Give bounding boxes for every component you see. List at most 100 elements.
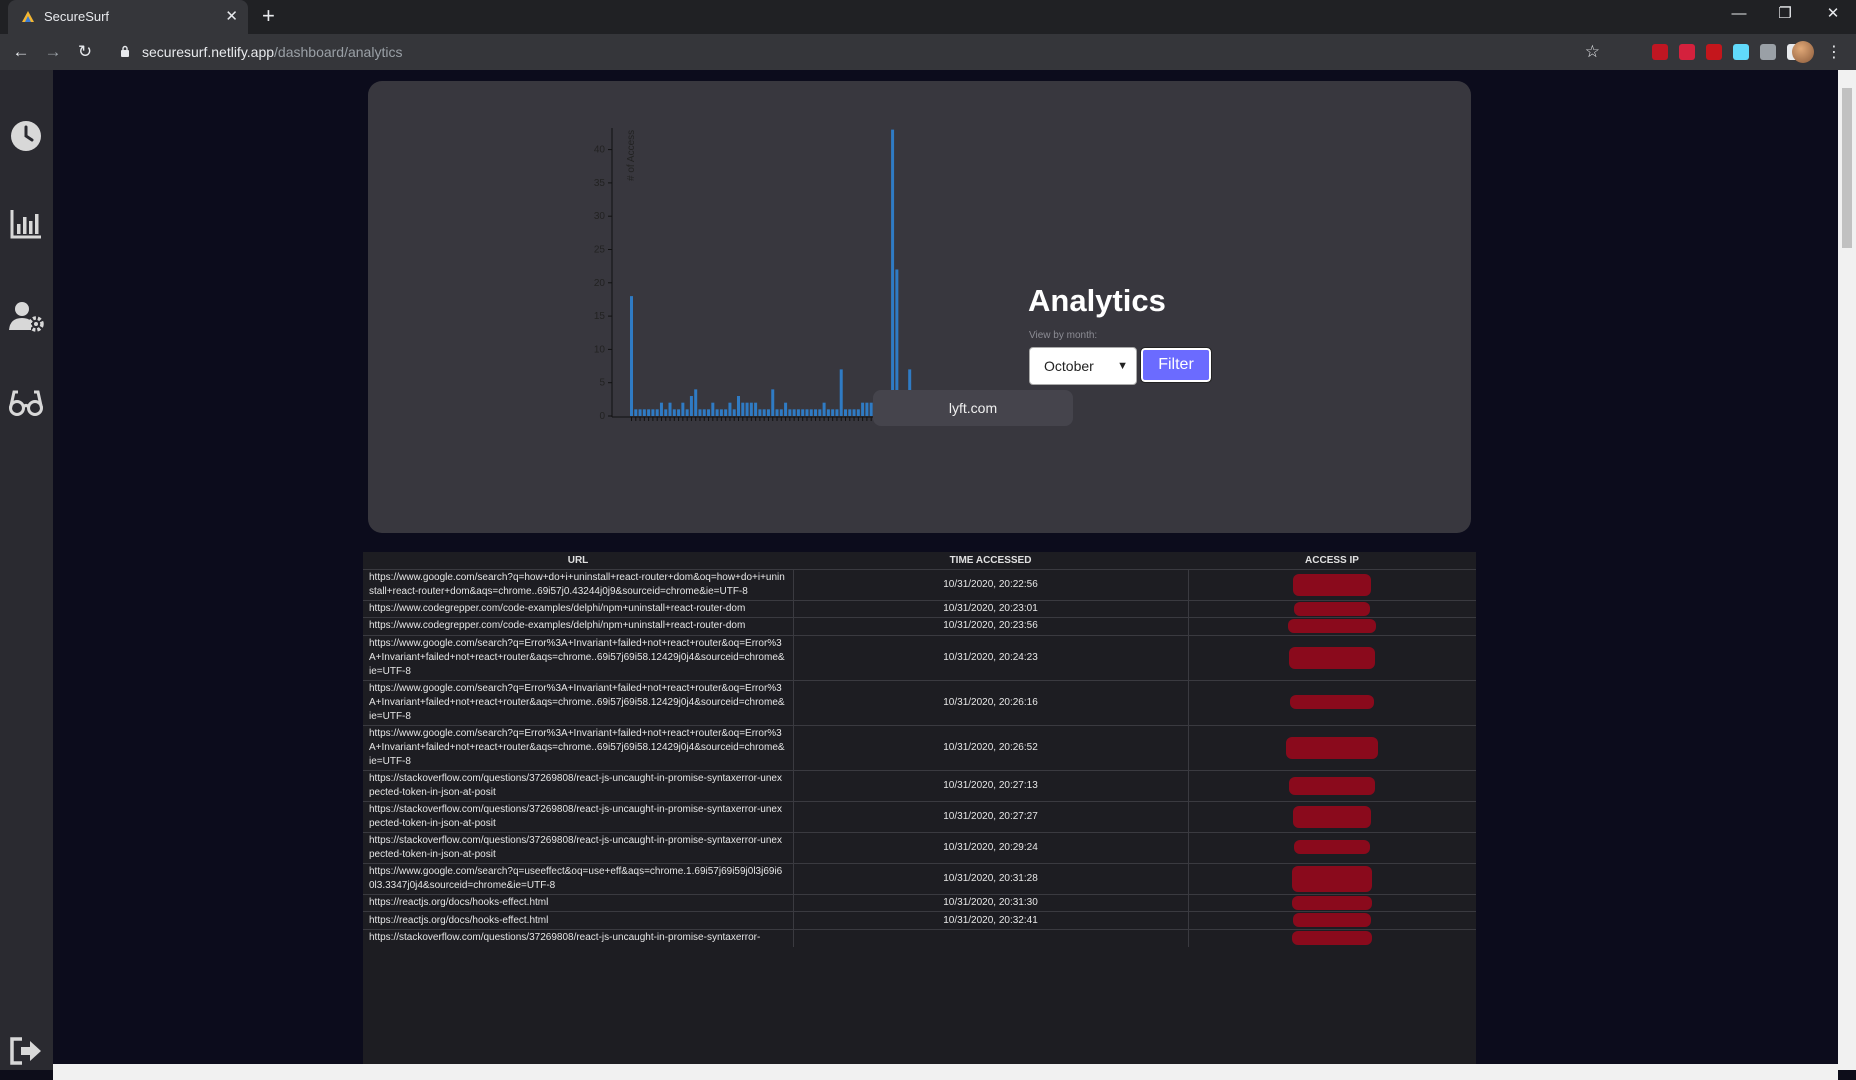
ip-cell xyxy=(1188,617,1476,636)
url-cell: https://reactjs.org/docs/hooks-effect.ht… xyxy=(363,893,793,912)
table-row[interactable]: https://www.google.com/search?q=Error%3A… xyxy=(363,634,1476,681)
close-window-button[interactable]: ✕ xyxy=(1826,5,1840,22)
new-tab-button[interactable]: + xyxy=(262,3,275,28)
time-cell: 10/31/2020, 20:29:24 xyxy=(792,831,1189,864)
table-row[interactable]: https://reactjs.org/docs/hooks-effect.ht… xyxy=(363,911,1476,930)
bar xyxy=(668,402,672,416)
glasses-icon[interactable] xyxy=(8,384,44,420)
bar xyxy=(852,409,856,416)
ublock-icon[interactable] xyxy=(1652,44,1668,60)
bar xyxy=(634,409,638,416)
extension-icon-2[interactable] xyxy=(1679,44,1695,60)
url-cell: https://stackoverflow.com/questions/3726… xyxy=(363,800,793,833)
url-cell: https://www.google.com/search?q=Error%3A… xyxy=(363,634,793,681)
bar xyxy=(707,409,711,416)
table-row[interactable]: https://stackoverflow.com/questions/3726… xyxy=(363,929,1476,947)
bar xyxy=(869,402,873,416)
url-cell: https://www.google.com/search?q=useeffec… xyxy=(363,862,793,895)
redacted-ip xyxy=(1292,895,1373,910)
chevron-down-icon: ▼ xyxy=(1117,360,1128,372)
page-title: Analytics xyxy=(1028,283,1166,318)
back-button[interactable]: ← xyxy=(12,42,30,61)
url-cell: https://stackoverflow.com/questions/3726… xyxy=(363,929,793,947)
bar xyxy=(775,409,779,416)
time-cell: 10/31/2020, 20:24:23 xyxy=(792,634,1189,681)
minimize-button[interactable]: — xyxy=(1731,5,1747,22)
browser-tab[interactable]: SecureSurf ✕ xyxy=(8,0,248,34)
url-text: securesurf.netlify.app/dashboard/analyti… xyxy=(142,44,403,60)
time-cell: 10/31/2020, 20:22:56 xyxy=(792,568,1189,600)
profile-avatar[interactable] xyxy=(1792,41,1814,63)
table-row[interactable]: https://www.codegrepper.com/code-example… xyxy=(363,599,1476,618)
reload-button[interactable]: ↻ xyxy=(77,42,93,61)
bookmark-star-icon[interactable]: ☆ xyxy=(1584,42,1600,61)
bar xyxy=(788,409,792,416)
filter-button[interactable]: Filter xyxy=(1140,347,1212,383)
ip-cell xyxy=(1188,862,1476,895)
ip-cell xyxy=(1188,769,1476,802)
tab-bar: SecureSurf ✕ + — ❐ ✕ xyxy=(0,0,1856,34)
table-row[interactable]: https://www.google.com/search?q=Error%3A… xyxy=(363,724,1476,771)
extension-icon-3[interactable] xyxy=(1706,44,1722,60)
table-row[interactable]: https://stackoverflow.com/questions/3726… xyxy=(363,800,1476,833)
ip-cell xyxy=(1188,929,1476,947)
bar-chart-icon[interactable] xyxy=(8,206,44,242)
table-row[interactable]: https://stackoverflow.com/questions/3726… xyxy=(363,769,1476,802)
user-settings-icon[interactable] xyxy=(8,298,44,334)
react-devtools-icon[interactable] xyxy=(1733,44,1749,60)
redacted-ip xyxy=(1286,736,1379,759)
bar xyxy=(655,409,659,416)
table-row[interactable]: https://www.codegrepper.com/code-example… xyxy=(363,617,1476,636)
column-header-ip: ACCESS IP xyxy=(1305,554,1359,566)
ip-cell xyxy=(1188,800,1476,833)
sidebar xyxy=(0,70,53,1070)
logout-icon[interactable] xyxy=(8,1033,44,1069)
ip-cell xyxy=(1188,568,1476,600)
bar xyxy=(792,409,796,416)
horizontal-scrollbar[interactable] xyxy=(53,1064,1838,1080)
url-cell: https://www.codegrepper.com/code-example… xyxy=(363,617,793,636)
url-cell: https://www.google.com/search?q=how+do+i… xyxy=(363,568,793,600)
clock-icon[interactable] xyxy=(8,118,44,154)
bar xyxy=(698,409,702,416)
bar xyxy=(814,409,818,416)
bar xyxy=(638,409,642,416)
bar xyxy=(891,129,895,416)
bar xyxy=(831,409,835,416)
browser-toolbar: ← → ↻ securesurf.netlify.app/dashboard/a… xyxy=(0,34,1856,70)
bar xyxy=(689,396,693,416)
redacted-ip xyxy=(1294,601,1371,616)
forward-button[interactable]: → xyxy=(44,42,62,61)
redacted-ip xyxy=(1292,931,1373,946)
vertical-scrollbar[interactable] xyxy=(1838,70,1856,1070)
url-cell: https://stackoverflow.com/questions/3726… xyxy=(363,831,793,864)
scrollbar-thumb[interactable] xyxy=(1842,88,1852,248)
table-row[interactable]: https://www.google.com/search?q=how+do+i… xyxy=(363,568,1476,600)
month-label: View by month: xyxy=(1029,330,1098,341)
table-row[interactable]: https://reactjs.org/docs/hooks-effect.ht… xyxy=(363,893,1476,912)
bar xyxy=(711,402,715,416)
table-row[interactable]: https://www.google.com/search?q=Error%3A… xyxy=(363,679,1476,726)
bar xyxy=(856,409,860,416)
browser-menu-icon[interactable]: ⋮ xyxy=(1826,44,1842,61)
y-tick-label: 30 xyxy=(594,211,606,222)
table-header-row: URL TIME ACCESSED ACCESS IP xyxy=(363,552,1476,569)
tab-close-icon[interactable]: ✕ xyxy=(225,8,238,25)
table-row[interactable]: https://stackoverflow.com/questions/3726… xyxy=(363,831,1476,864)
month-select[interactable]: October ▼ xyxy=(1029,347,1137,385)
redacted-ip xyxy=(1293,913,1372,928)
extension-icon-5[interactable] xyxy=(1760,44,1776,60)
restore-button[interactable]: ❐ xyxy=(1778,5,1792,22)
address-bar[interactable]: securesurf.netlify.app/dashboard/analyti… xyxy=(108,37,1600,67)
bar xyxy=(681,402,685,416)
bar xyxy=(664,409,668,416)
bar xyxy=(685,409,689,416)
bar xyxy=(728,402,732,416)
y-tick-label: 20 xyxy=(594,278,606,289)
y-tick-label: 35 xyxy=(594,178,606,189)
bar xyxy=(801,409,805,416)
table-row[interactable]: https://www.google.com/search?q=useeffec… xyxy=(363,862,1476,895)
column-header-time: TIME ACCESSED xyxy=(949,554,1032,566)
